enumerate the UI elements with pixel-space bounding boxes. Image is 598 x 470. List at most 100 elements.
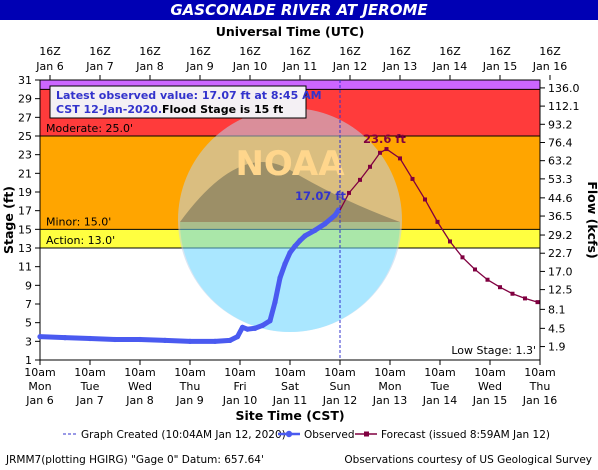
cst-tick-time-4: 10am [224,366,255,379]
cst-tick-date-6: Jan 12 [322,394,357,407]
cst-tick-time-8: 10am [424,366,455,379]
y-tick-label-1: 3 [25,335,32,348]
cst-tick-time-6: 10am [324,366,355,379]
utc-tick-hour-3: 16Z [189,45,211,58]
observed-point-20 [297,237,303,244]
cst-tick-date-8: Jan 14 [422,394,457,407]
observed-point-6 [187,338,193,344]
observed-point-1 [62,335,68,341]
y-tick-label-13: 27 [18,111,32,124]
y-tick-label-6: 13 [18,242,32,255]
svg-text:NOAA: NOAA [235,144,345,184]
flow-tick-label-13: 112.1 [548,100,580,113]
info-line-2a: CST 12-Jan-2020. [56,103,162,116]
flood-band-label-2: Minor: 15.0' [46,215,111,228]
observed-point-18 [287,250,293,256]
noaa-logo-watermark: NOAA [178,108,402,332]
top-axis-title: Universal Time (UTC) [216,24,365,39]
flow-tick-label-3: 12.5 [548,284,573,297]
last-observed-label: 17.07 ft [295,189,346,203]
observed-point-14 [267,318,273,324]
cst-tick-day-6: Sun [330,380,351,393]
y-tick-label-8: 17 [18,205,32,218]
y-tick-label-4: 9 [25,279,32,292]
observed-point-15 [272,299,278,305]
utc-tick-date-10: Jan 16 [532,60,567,73]
forecast-series-line [339,148,538,303]
flood-band-label-3: Moderate: 25.0' [46,122,133,135]
cst-tick-day-10: Thu [529,380,551,393]
utc-tick-hour-2: 16Z [139,45,161,58]
observed-point-19 [292,243,298,249]
utc-tick-date-1: Jan 7 [85,60,113,73]
footer-datum: JRMM7(plotting HGIRG) "Gage 0" Datum: 65… [6,454,264,466]
observed-point-17 [282,261,288,267]
utc-tick-date-7: Jan 13 [382,60,417,73]
utc-tick-hour-5: 16Z [289,45,311,58]
flow-tick-label-0: 1.9 [548,341,566,354]
utc-tick-hour-7: 16Z [389,45,411,58]
cst-tick-date-4: Jan 10 [222,394,257,407]
cst-tick-day-0: Mon [28,380,51,393]
observed-point-4 [137,336,143,343]
cst-tick-day-7: Mon [378,380,401,393]
cst-tick-date-5: Jan 11 [272,394,307,407]
observed-point-23 [322,221,328,227]
y-axis-title: Stage (ft) [1,186,16,254]
y2-axis-title: Flow (kcfs) [585,181,598,258]
cst-tick-date-1: Jan 7 [75,394,103,407]
cst-tick-date-10: Jan 16 [522,394,557,407]
forecast-point-17 [535,300,540,305]
flood-band-label-1: Action: 13.0' [46,234,115,247]
cst-tick-time-3: 10am [174,366,205,379]
forecast-point-12 [473,267,477,272]
forecast-point-8 [423,197,427,202]
utc-tick-hour-1: 16Z [89,45,111,58]
y-tick-label-12: 25 [18,130,32,143]
flow-tick-label-8: 44.6 [548,192,573,205]
utc-tick-hour-0: 16Z [39,45,61,58]
observed-point-7 [212,338,218,344]
y-tick-label-5: 11 [18,261,32,274]
utc-tick-date-6: Jan 12 [332,60,367,73]
flow-tick-label-11: 76.4 [548,136,573,149]
forecast-point-16 [523,296,527,301]
forecast-point-6 [398,156,402,161]
flow-tick-label-6: 29.2 [548,229,573,242]
y-tick-label-11: 23 [18,149,32,162]
flow-tick-label-9: 53.3 [548,173,573,186]
flood-band-label-0: Low Stage: 1.3' [451,344,536,357]
forecast-point-4 [378,150,382,155]
flow-tick-label-12: 93.2 [548,118,573,131]
observed-point-5 [162,337,168,343]
flow-tick-label-2: 8.1 [548,303,566,316]
forecast-point-10 [448,239,452,244]
legend-observed: Observed [304,429,355,441]
info-line-2b: Flood Stage is 15 ft [162,103,283,116]
legend: Graph Created (10:04AM Jan 12, 2020) Obs… [63,429,550,441]
flow-tick-label-5: 22.7 [548,247,573,260]
utc-tick-date-0: Jan 6 [35,60,63,73]
observed-point-22 [312,227,318,233]
observed-point-10 [239,324,246,330]
latest-observation-box: Latest observed value: 17.07 ft at 8:45 … [49,85,322,119]
flow-tick-label-10: 63.2 [548,155,573,168]
utc-tick-hour-9: 16Z [489,45,511,58]
cst-tick-date-9: Jan 15 [472,394,507,407]
forecast-point-3 [368,164,372,169]
y-tick-label-10: 21 [18,167,32,180]
y-tick-label-14: 29 [18,93,32,106]
observed-point-0 [37,334,43,340]
forecast-point-7 [410,176,415,181]
flow-tick-label-4: 17.0 [548,265,573,278]
cst-tick-day-1: Tue [80,380,100,393]
observed-point-8 [227,337,233,343]
forecast-point-5 [384,147,389,152]
cst-tick-time-0: 10am [24,366,55,379]
cst-tick-time-10: 10am [524,366,555,379]
footer-credit: Observations courtesy of US Geological S… [344,454,592,466]
cst-tick-day-2: Wed [128,380,152,393]
cst-tick-time-7: 10am [374,366,405,379]
cst-tick-date-3: Jan 9 [175,394,203,407]
observed-point-13 [259,322,266,329]
